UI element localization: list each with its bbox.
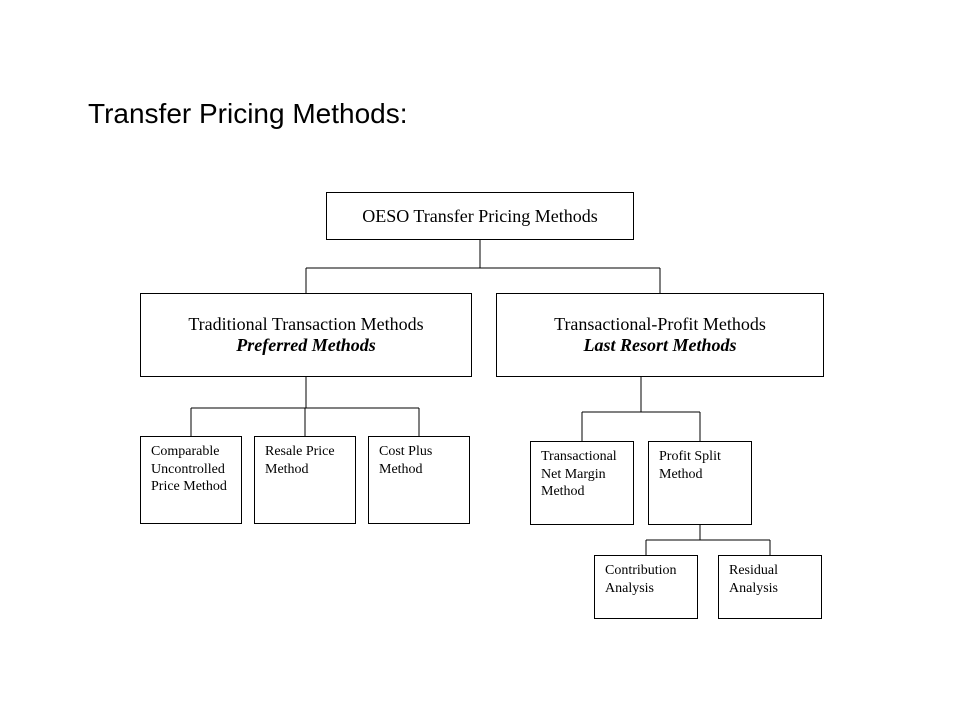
node-traditional: Traditional Transaction Methods Preferre…: [140, 293, 472, 377]
node-transactional-profit-line2: Last Resort Methods: [583, 335, 736, 356]
node-root: OESO Transfer Pricing Methods: [326, 192, 634, 240]
diagram-canvas: Transfer Pricing Methods: OESO Transfer …: [0, 0, 960, 720]
node-cost-plus: Cost Plus Method: [368, 436, 470, 524]
diagram-title: Transfer Pricing Methods:: [88, 98, 408, 130]
node-tnmm: Transactional Net Margin Method: [530, 441, 634, 525]
node-resale-price: Resale Price Method: [254, 436, 356, 524]
node-transactional-profit-line1: Transactional-Profit Methods: [554, 314, 766, 335]
node-cup: Comparable Uncontrolled Price Method: [140, 436, 242, 524]
node-transactional-profit: Transactional-Profit Methods Last Resort…: [496, 293, 824, 377]
node-residual-analysis: Residual Analysis: [718, 555, 822, 619]
node-profit-split: Profit Split Method: [648, 441, 752, 525]
node-traditional-line2: Preferred Methods: [236, 335, 375, 356]
node-root-label: OESO Transfer Pricing Methods: [362, 206, 598, 227]
node-contribution-analysis: Contribution Analysis: [594, 555, 698, 619]
node-traditional-line1: Traditional Transaction Methods: [188, 314, 423, 335]
